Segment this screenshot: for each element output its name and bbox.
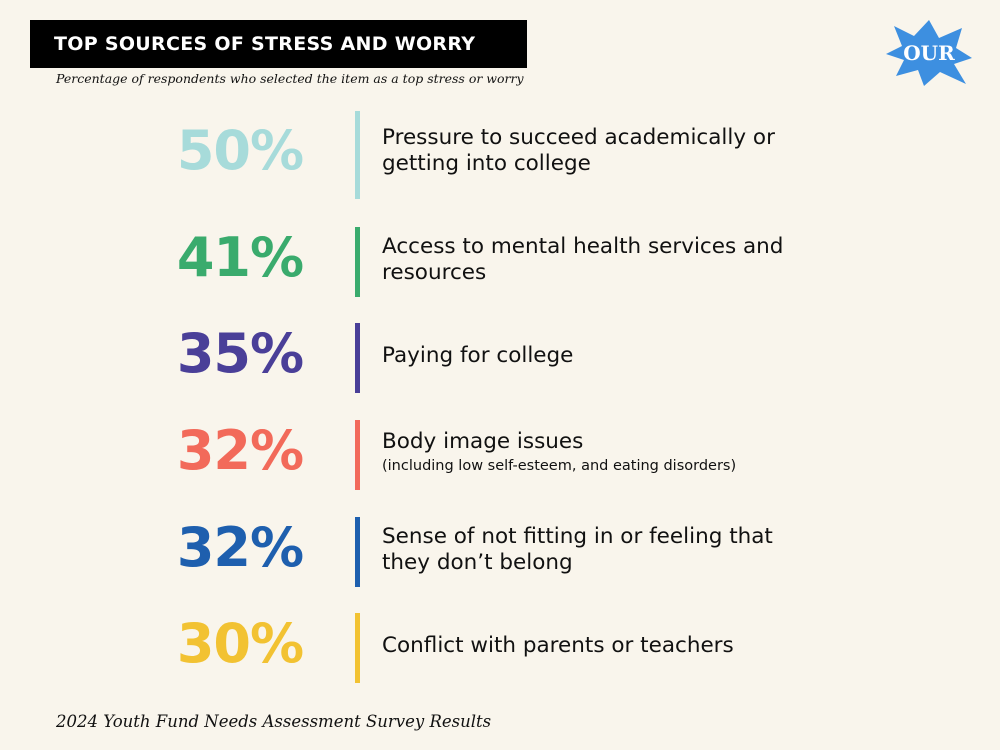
divider <box>355 613 360 683</box>
item-text: Body image issues (including low self-est… <box>382 429 812 477</box>
item-text: Sense of not fitting in or feeling that … <box>382 524 812 576</box>
logo-burst <box>886 20 972 86</box>
percent: 50% <box>176 119 304 182</box>
label: Body image issues <box>382 429 584 454</box>
subtitle: Percentage of respondents who selected t… <box>56 71 524 86</box>
note: (including low self-esteem, and eating d… <box>382 458 737 474</box>
label: Paying for college <box>382 343 574 368</box>
label: Pressure to succeed academically or gett… <box>382 125 775 176</box>
item-text: Pressure to succeed academically or gett… <box>382 125 812 177</box>
label: Conflict with parents or teachers <box>382 633 734 658</box>
percent: 30% <box>176 612 304 675</box>
item-text: Paying for college <box>382 343 812 369</box>
logo-text: OUR <box>903 41 955 65</box>
label: Sense of not fitting in or feeling that … <box>382 524 773 575</box>
divider <box>355 517 360 587</box>
divider <box>355 227 360 297</box>
percent: 41% <box>176 226 304 289</box>
percent: 32% <box>176 419 304 482</box>
title-box: TOP SOURCES OF STRESS AND WORRY <box>30 20 527 68</box>
percent: 32% <box>176 516 304 579</box>
divider <box>355 111 360 199</box>
label: Access to mental health services and res… <box>382 234 784 285</box>
divider <box>355 420 360 490</box>
item-text: Conflict with parents or teachers <box>382 633 812 659</box>
footer: 2024 Youth Fund Needs Assessment Survey … <box>56 712 492 731</box>
divider <box>355 323 360 393</box>
title: TOP SOURCES OF STRESS AND WORRY <box>54 33 476 55</box>
item-text: Access to mental health services and res… <box>382 234 812 286</box>
percent: 35% <box>176 322 304 385</box>
logo: OUR <box>886 20 972 86</box>
